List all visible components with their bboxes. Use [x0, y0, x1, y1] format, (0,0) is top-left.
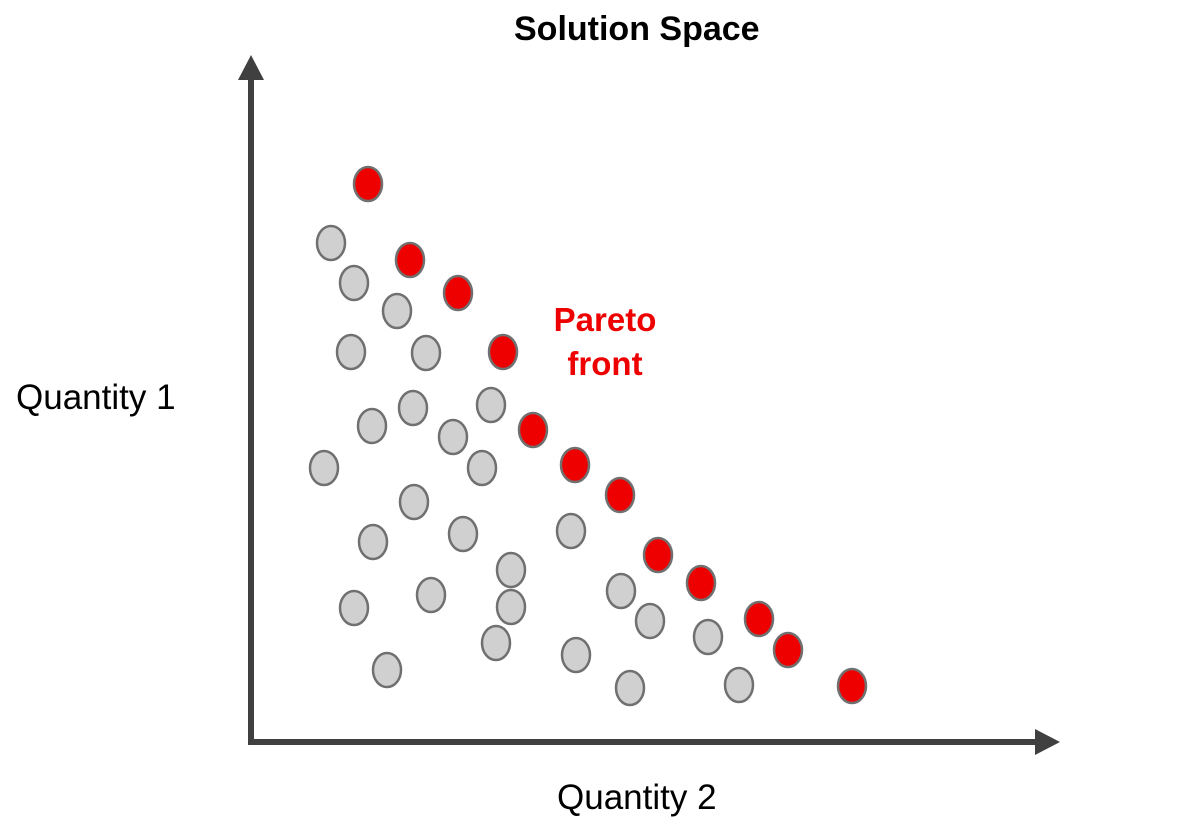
dominated-solution-point [555, 512, 587, 550]
x-axis-arrowhead [1035, 729, 1060, 755]
pareto-front-point [836, 667, 868, 705]
dominated-solution-point [381, 292, 413, 330]
dominated-solution-point [398, 483, 430, 521]
dominated-solution-point [356, 407, 388, 445]
dominated-solution-point [410, 334, 442, 372]
dominated-solution-point [495, 588, 527, 626]
pareto-front-point [772, 631, 804, 669]
pareto-front-point [604, 476, 636, 514]
dominated-solution-point [308, 449, 340, 487]
pareto-front-point [352, 165, 384, 203]
diagram-title: Solution Space [514, 10, 760, 48]
dominated-solution-point [605, 572, 637, 610]
y-axis-arrowhead [238, 55, 264, 80]
dominated-solution-point [371, 651, 403, 689]
pareto-front-label-line1: Pareto [553, 301, 657, 338]
dominated-solution-point [495, 551, 527, 589]
dominated-solution-point [338, 589, 370, 627]
dominated-solution-point [335, 333, 367, 371]
pareto-front-label: Pareto front [535, 298, 675, 386]
solution-points [308, 165, 868, 707]
dominated-solution-point [437, 418, 469, 456]
pareto-front-point [685, 564, 717, 602]
pareto-front-point [394, 241, 426, 279]
dominated-solution-point [397, 389, 429, 427]
dominated-solution-point [614, 669, 646, 707]
dominated-solution-point [560, 636, 592, 674]
dominated-solution-point [466, 449, 498, 487]
dominated-solution-point [634, 602, 666, 640]
dominated-solution-point [357, 523, 389, 561]
dominated-solution-point [447, 515, 479, 553]
dominated-solution-point [723, 666, 755, 704]
pareto-front-point [743, 600, 775, 638]
pareto-front-label-line2: front [567, 345, 643, 382]
dominated-solution-point [480, 624, 512, 662]
x-axis-label: Quantity 2 [557, 778, 717, 817]
pareto-front-point [517, 411, 549, 449]
dominated-solution-point [315, 224, 347, 262]
pareto-front-point [559, 446, 591, 484]
dominated-solution-point [475, 386, 507, 424]
dominated-solution-point [338, 264, 370, 302]
y-axis-label: Quantity 1 [16, 378, 176, 417]
dominated-solution-point [415, 576, 447, 614]
pareto-front-point [642, 536, 674, 574]
pareto-front-point [442, 274, 474, 312]
dominated-solution-point [692, 618, 724, 656]
pareto-front-point [487, 333, 519, 371]
